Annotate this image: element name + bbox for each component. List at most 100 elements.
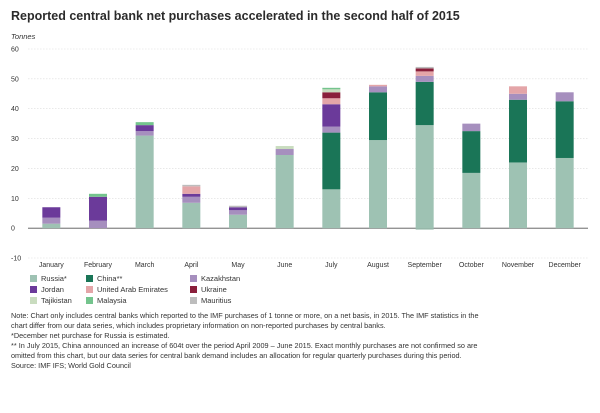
bar-segment: [229, 210, 247, 215]
legend-item: Ukraine: [190, 285, 300, 294]
bar-segment: [555, 101, 574, 158]
chart-notes: Note: Chart only includes central banks …: [11, 311, 591, 370]
legend-swatch: [190, 297, 197, 304]
x-tick-label: May: [231, 262, 245, 269]
bar-segment: [135, 122, 154, 126]
bar-segment: [415, 75, 434, 82]
bar-segment: [415, 68, 434, 72]
legend-label: Mauritius: [201, 296, 232, 305]
bar-segment: [415, 66, 434, 69]
y-tick-label: 60: [11, 47, 19, 54]
bar-segment: [322, 89, 341, 93]
legend-label: Russia*: [41, 274, 67, 283]
bar-segment: [42, 217, 61, 224]
x-tick-label: February: [84, 262, 113, 269]
legend-swatch: [30, 286, 37, 293]
legend-label: Ukraine: [201, 285, 227, 294]
legend-item: Malaysia: [86, 296, 190, 305]
bar-segment: [135, 135, 154, 229]
bar-segment: [89, 193, 107, 197]
legend-item: Tajikistan: [30, 296, 86, 305]
bar-segment: [509, 86, 527, 94]
y-tick-label: -10: [11, 256, 21, 263]
legend-label: United Arab Emirates: [97, 285, 168, 294]
bar-segment: [229, 214, 247, 229]
bar-segment: [415, 71, 434, 76]
x-tick-label: December: [549, 262, 582, 269]
legend-item: China**: [86, 274, 190, 283]
bar-segment: [182, 202, 201, 229]
bar-segment: [462, 172, 481, 229]
legend-label: Tajikistan: [41, 296, 72, 305]
bar-segment: [182, 184, 201, 187]
legend-label: Jordan: [41, 285, 64, 294]
bar-segment: [182, 196, 201, 203]
bar-segment: [509, 99, 527, 163]
legend-swatch: [86, 286, 93, 293]
x-tick-label: September: [408, 262, 443, 269]
bar-segment: [462, 131, 481, 173]
bar-segment: [369, 84, 387, 87]
x-tick-label: July: [325, 262, 338, 269]
legend-label: Kazakhstan: [201, 274, 241, 283]
legend-label: China**: [97, 274, 123, 283]
legend-swatch: [86, 275, 93, 282]
note-line: omitted from this chart, but our data se…: [11, 350, 462, 360]
x-tick-label: November: [502, 262, 535, 269]
legend-item: Jordan: [30, 285, 86, 294]
x-tick-label: April: [184, 262, 198, 269]
legend-swatch: [30, 297, 37, 304]
note-line: chart differ from our data series, which…: [11, 320, 386, 330]
legend-swatch: [86, 297, 93, 304]
bar-segment: [509, 162, 527, 229]
bar-segment: [275, 154, 294, 229]
y-axis-label: Tonnes: [11, 32, 36, 41]
bar-segment: [322, 132, 341, 190]
legend-swatch: [190, 286, 197, 293]
bar-segment: [322, 92, 341, 99]
note-line: Note: Chart only includes central banks …: [11, 311, 479, 320]
chart-svg: Tonnes -10 0 10 20 30 40 50 60 January February Mar…: [11, 32, 588, 269]
bar-segment: [369, 140, 387, 229]
bar-segment: [555, 92, 574, 102]
x-tick-label: March: [135, 262, 155, 269]
x-tick-label: June: [277, 262, 292, 269]
y-tick-label: 20: [11, 166, 19, 173]
y-tick-label: 30: [11, 136, 19, 143]
legend-swatch: [30, 275, 37, 282]
chart-legend: Russia* China** Kazakhstan Jordan United Ara…: [30, 274, 330, 305]
note-line: Source: IMF IFS; World Gold Council: [11, 360, 131, 370]
y-tick-label: 50: [11, 76, 19, 83]
bar-segment: [322, 189, 341, 229]
bar-segment: [322, 126, 341, 133]
bar-segment: [462, 123, 481, 132]
legend-item: United Arab Emirates: [86, 285, 190, 294]
legend-swatch: [190, 275, 197, 282]
bar-segment: [509, 93, 527, 100]
bar-segment: [135, 125, 154, 132]
bar-segment: [229, 207, 247, 211]
note-line: *December net purchase for Russia is est…: [11, 330, 170, 340]
bar-segment: [182, 186, 201, 194]
y-tick-label: 10: [11, 196, 19, 203]
note-line: ** In July 2015, China announced an incr…: [11, 340, 478, 350]
bar-segment: [415, 125, 434, 229]
bar-segment-negative: [415, 228, 434, 230]
legend-item: Kazakhstan: [190, 274, 300, 283]
bar-segment: [322, 104, 341, 127]
bar-segment: [42, 207, 61, 218]
bar-segment: [322, 87, 341, 90]
bar-segment: [275, 146, 294, 150]
y-tick-label: 40: [11, 106, 19, 113]
bar-segment: [369, 86, 387, 93]
bar-segment: [369, 92, 387, 141]
legend-label: Malaysia: [97, 296, 127, 305]
legend-item: Mauritius: [190, 296, 300, 305]
y-tick-label: 0: [11, 226, 15, 233]
bar-segment: [229, 205, 247, 208]
legend-item: Russia*: [30, 274, 86, 283]
bar-segment: [135, 131, 154, 136]
bar-segment: [42, 223, 61, 229]
bar-segment: [182, 193, 201, 197]
bar-segment: [322, 98, 341, 105]
